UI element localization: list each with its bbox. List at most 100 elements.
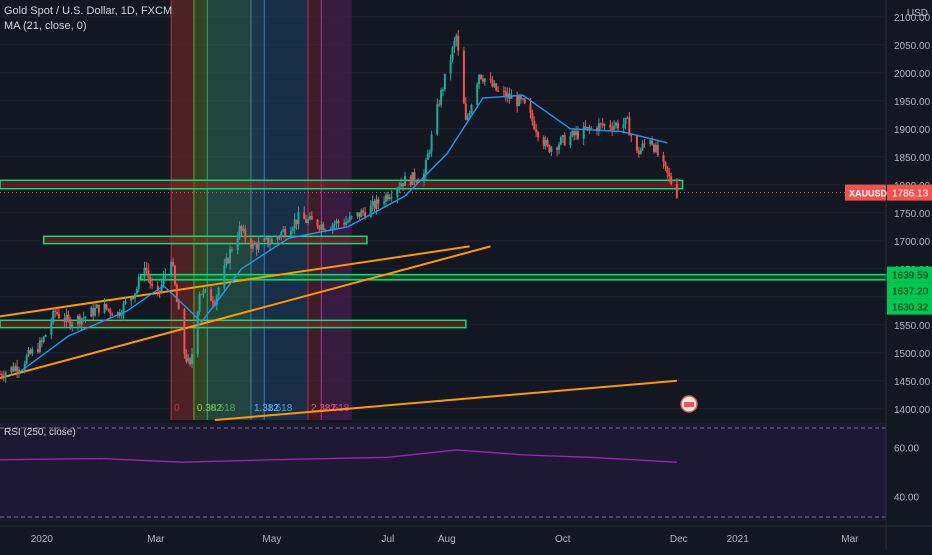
candle-body [575, 131, 578, 136]
candle-body [151, 283, 154, 286]
candle-body [124, 300, 127, 304]
candle-body [603, 124, 606, 126]
candle-body [236, 238, 239, 251]
candle-body [310, 215, 313, 220]
candle-body [29, 350, 32, 354]
candle-body [14, 366, 17, 372]
candle-body [523, 98, 526, 104]
candle-body [576, 131, 579, 139]
candle-body [346, 221, 349, 223]
candle-body [257, 241, 260, 250]
candle-body [158, 290, 161, 292]
trendlines [0, 245, 677, 421]
candle-body [322, 224, 325, 231]
candle-body [670, 176, 673, 184]
rsi-tick-label: 60.00 [894, 444, 919, 455]
price-tick-label: 2050.00 [894, 41, 931, 52]
ma-indicator-label: MA (21, close, 0) [4, 20, 87, 32]
candle-body [238, 226, 241, 239]
candle-body [229, 249, 232, 264]
candle-body [666, 166, 669, 173]
candle-body [80, 318, 83, 325]
price-axis-currency: USD [907, 8, 928, 19]
candle-body [191, 354, 194, 365]
candle-body [307, 219, 310, 223]
candle-body [25, 355, 28, 364]
candle-body [27, 350, 30, 356]
price-tick-label: 1700.00 [894, 237, 931, 248]
candle-body [253, 243, 256, 245]
fib-time-label: 2.618 [324, 403, 349, 414]
candle-body [50, 321, 53, 335]
candle-body [628, 117, 631, 136]
candle-body [624, 118, 627, 124]
candle-body [573, 131, 576, 136]
candle-body [305, 219, 308, 223]
candle-body [371, 200, 374, 206]
candle-body [149, 276, 152, 284]
candle-body [654, 144, 657, 152]
candle-body [215, 295, 218, 306]
candle-body [202, 290, 205, 295]
candle-body [211, 300, 214, 304]
candle-body [175, 284, 178, 303]
level-price-label: 1630.32 [892, 303, 929, 314]
level-price-tag [887, 282, 932, 299]
last-price-tag [887, 184, 932, 201]
candle-body [210, 289, 213, 301]
candle-body [111, 313, 114, 316]
candle-body [544, 140, 547, 147]
candle-body [265, 237, 268, 239]
candle-body [571, 131, 574, 137]
candle-body [637, 150, 640, 155]
fib-time-label: 0 [174, 403, 180, 414]
price-tick-label: 1850.00 [894, 153, 931, 164]
price-zone [42, 235, 368, 245]
candle-body [413, 172, 416, 182]
candle-body [84, 316, 87, 318]
candle-body [350, 216, 353, 218]
candle-body [4, 372, 7, 378]
candle-body [476, 84, 479, 105]
candle-body [147, 269, 150, 277]
event-icon [680, 395, 698, 413]
candle-body [331, 224, 334, 229]
candle-body [133, 293, 136, 299]
candle-body [295, 219, 298, 225]
candle-body [44, 334, 47, 337]
candle-body [616, 122, 619, 129]
candle-body [599, 123, 602, 125]
level-price-label: 1639.59 [892, 271, 929, 282]
candle-body [10, 366, 13, 373]
candle-body [651, 140, 654, 145]
candle-body [495, 83, 498, 91]
time-tick-label: 2021 [727, 534, 750, 545]
price-tick-label: 1900.00 [894, 125, 931, 136]
candle-body [609, 124, 612, 128]
candle-body [52, 310, 55, 322]
time-tick-label: Oct [555, 534, 571, 545]
candle-body [82, 317, 85, 319]
price-tick-label: 2100.00 [894, 13, 931, 24]
candle-body [76, 315, 79, 325]
candle-body [242, 228, 245, 231]
price-tick-label: 1450.00 [894, 377, 931, 388]
candle-body [443, 73, 446, 90]
chart-legend: Gold Spot / U.S. Dollar, 1D, FXCM MA (21… [4, 4, 172, 34]
candle-body [635, 135, 638, 151]
candle-body [402, 183, 405, 186]
candle-body [183, 309, 186, 355]
candle-body [164, 274, 167, 277]
candle-body [284, 229, 287, 236]
candle-body [0, 374, 1, 376]
candle-body [561, 135, 564, 138]
candle-body [172, 262, 175, 266]
candle-body [364, 212, 367, 218]
candle-body [37, 349, 40, 353]
candle-body [556, 147, 559, 150]
candle-body [156, 285, 159, 291]
candle-body [2, 376, 5, 378]
candle-body [548, 145, 551, 153]
